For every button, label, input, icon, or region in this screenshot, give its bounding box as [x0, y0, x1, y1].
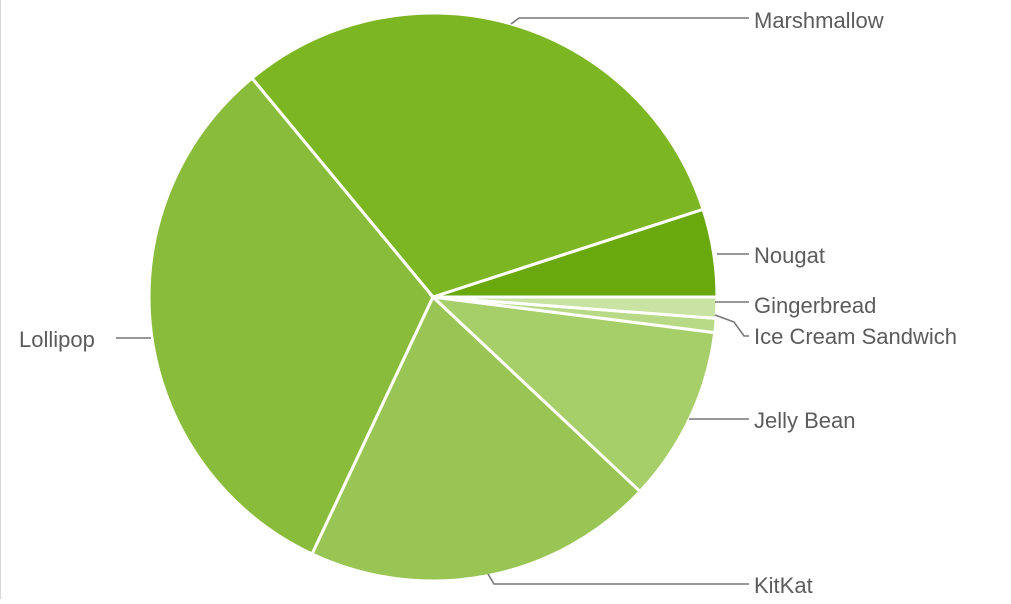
- leader-line-ice-cream-sandwich: [714, 314, 749, 337]
- slice-label-nougat: Nougat: [754, 243, 825, 268]
- slice-label-ice-cream-sandwich: Ice Cream Sandwich: [754, 324, 957, 349]
- slice-label-kitkat: KitKat: [754, 573, 813, 598]
- slice-label-lollipop: Lollipop: [19, 327, 95, 352]
- labels-layer: Marshmallow Nougat Gingerbread Ice Cream…: [19, 8, 957, 598]
- leader-line-marshmallow: [510, 17, 749, 25]
- slices-layer: [147, 11, 719, 583]
- slice-label-marshmallow: Marshmallow: [754, 8, 884, 33]
- pie-slice-lollipop: [147, 76, 435, 556]
- leader-line-kitkat: [487, 573, 749, 585]
- pie-slice-kitkat: [310, 294, 643, 583]
- pie-slice-jelly-bean: [428, 294, 717, 494]
- slice-label-jelly-bean: Jelly Bean: [754, 408, 856, 433]
- slice-label-gingerbread: Gingerbread: [754, 293, 876, 318]
- pie-slice-gingerbread: [432, 295, 719, 320]
- pie-slice-marshmallow: [249, 11, 705, 299]
